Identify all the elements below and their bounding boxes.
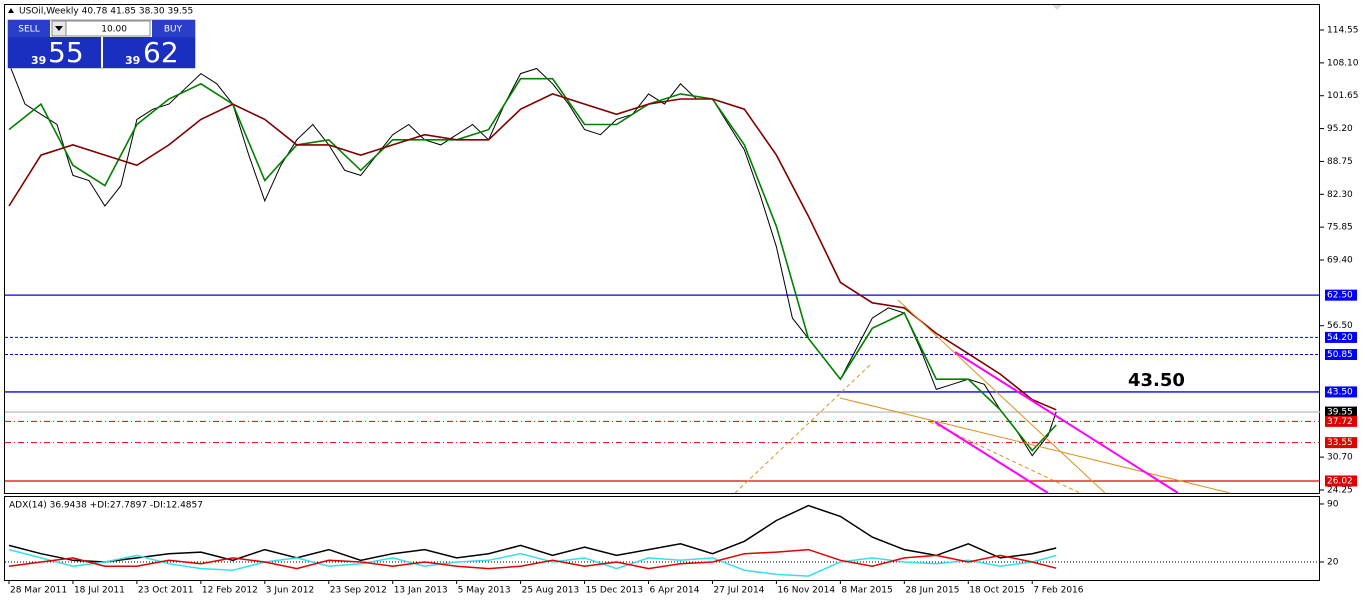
collapse-icon[interactable] — [8, 8, 14, 13]
x-tick-label: 6 Apr 2014 — [650, 586, 700, 596]
annotation: 43.50 — [1128, 370, 1185, 391]
series-line — [8, 93, 1057, 411]
x-tick-label: 18 Oct 2015 — [969, 586, 1025, 596]
level-label-box — [1325, 415, 1357, 427]
series-line — [8, 548, 1057, 570]
x-tick-label: 15 Dec 2013 — [586, 586, 644, 596]
lots-input[interactable] — [65, 20, 151, 37]
trendline — [897, 299, 1106, 494]
x-tick-label: 16 Nov 2014 — [777, 586, 835, 596]
main-plot — [5, 63, 1320, 482]
series-line — [8, 548, 1057, 577]
dropdown-arrow — [55, 26, 63, 31]
level-label-box — [1325, 406, 1357, 418]
y-tick-label: 108.10 — [1327, 58, 1359, 68]
x-tick-label: 18 Jul 2011 — [74, 586, 125, 596]
x-tick-label: 3 Jun 2012 — [266, 586, 314, 596]
x-tick-label: 5 May 2013 — [458, 586, 511, 596]
level-label-box — [1325, 331, 1357, 343]
level-label-box — [1325, 348, 1357, 360]
lots-value: 10.00 — [101, 25, 127, 35]
level-label: 39.55 — [1327, 408, 1353, 418]
y-tick-label: 20 — [1327, 558, 1339, 568]
sell-price-big: 55 — [48, 36, 84, 69]
indicator-plot — [5, 504, 1320, 577]
level-label: 62.50 — [1327, 291, 1353, 301]
level-label-box — [1325, 289, 1357, 301]
level-label: 37.72 — [1327, 417, 1353, 427]
sell-price-box[interactable] — [8, 37, 101, 68]
y-tick-label: 24.25 — [1327, 485, 1353, 495]
x-tick-label: 23 Sep 2012 — [330, 586, 387, 596]
y-tick-label: 114.55 — [1327, 26, 1359, 36]
level-label-box — [1325, 437, 1357, 449]
buy-price-big: 62 — [143, 36, 179, 69]
series-line — [8, 77, 1057, 452]
y-tick-label: 101.65 — [1327, 91, 1359, 101]
trade-panel: SELL 10.00 BUY 39 55 39 62 — [7, 19, 196, 69]
series-line — [8, 63, 1057, 457]
x-tick-label: 23 Oct 2011 — [138, 586, 194, 596]
buy-button[interactable] — [152, 20, 195, 37]
y-tick-label: 82.30 — [1327, 190, 1353, 200]
sell-price-small: 39 — [31, 54, 46, 67]
buy-price-small: 39 — [125, 54, 140, 67]
y-tick-label: 69.40 — [1327, 256, 1353, 266]
x-tick-label: 13 Jan 2013 — [394, 586, 448, 596]
trendline — [734, 364, 871, 494]
level-label-box — [1325, 386, 1357, 398]
y-tick-label: 56.50 — [1327, 321, 1353, 331]
sell-button[interactable] — [8, 20, 50, 37]
indicator-panel-border — [4, 496, 1320, 581]
y-tick-label: 88.75 — [1327, 157, 1353, 167]
level-label: 50.85 — [1327, 350, 1353, 360]
x-tick-label: 12 Feb 2012 — [202, 586, 258, 596]
shift-marker — [1052, 5, 1062, 10]
y-tick-label: 95.20 — [1327, 124, 1353, 134]
main-panel-border — [4, 4, 1320, 494]
buy-price-box[interactable] — [103, 37, 195, 68]
x-tick-label: 25 Aug 2013 — [522, 586, 580, 596]
buy-label: BUY — [164, 25, 183, 35]
x-tick-label: 8 Mar 2015 — [841, 586, 892, 596]
y-tick-label: 75.85 — [1327, 223, 1353, 233]
level-label: 54.20 — [1327, 333, 1353, 343]
trendline — [954, 351, 1179, 494]
level-label: 33.55 — [1327, 438, 1353, 448]
indicator-title: ADX(14) 36.9438 +DI:27.7897 -DI:12.4857 — [9, 501, 203, 511]
trendline — [839, 397, 1231, 494]
symbol-info: USOil,Weekly 40.78 41.85 38.30 39.55 — [19, 7, 193, 17]
x-tick-label: 28 Mar 2011 — [10, 586, 67, 596]
trendlines — [734, 299, 1231, 494]
level-label: 26.02 — [1327, 476, 1353, 486]
y-tick-label: 90 — [1327, 499, 1339, 509]
level-label-box — [1325, 475, 1357, 487]
series-line — [8, 504, 1057, 563]
y-tick-label: 30.70 — [1327, 453, 1353, 463]
x-tick-label: 28 Jun 2015 — [905, 586, 959, 596]
x-tick-label: 7 Feb 2016 — [1033, 586, 1084, 596]
x-tick-label: 27 Jul 2014 — [713, 586, 764, 596]
sell-label: SELL — [18, 25, 39, 35]
trendline — [934, 421, 1049, 494]
level-label: 43.50 — [1327, 387, 1353, 397]
